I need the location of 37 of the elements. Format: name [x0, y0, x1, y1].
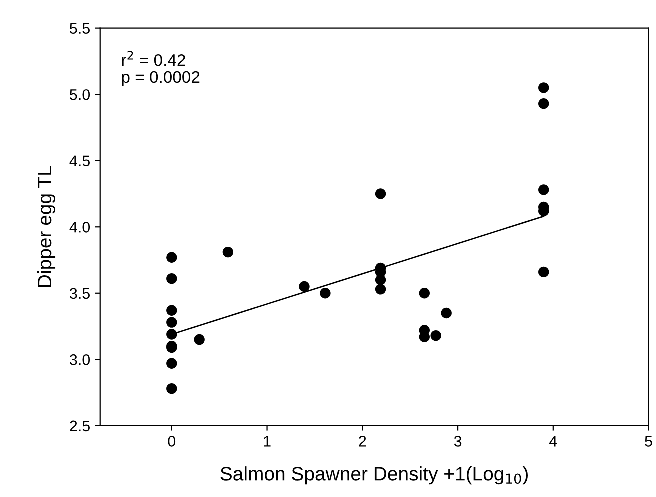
x-tick-label: 1	[264, 436, 271, 447]
point	[538, 82, 550, 94]
point	[375, 274, 386, 286]
x-axis-title: Salmon Spawner Density +1(Log$_{10}$)	[220, 466, 528, 485]
point	[222, 246, 234, 258]
point	[375, 188, 386, 200]
x-tick-label: 5	[645, 436, 652, 447]
y-tick-label: 3.5	[70, 288, 90, 300]
annotation: r$^{2}$ = 0.42 p = 0.0002	[122, 51, 200, 86]
x-tick-label: 4	[550, 436, 558, 447]
point	[538, 184, 550, 196]
point	[375, 284, 386, 295]
point	[166, 305, 178, 316]
point	[194, 334, 205, 346]
point	[166, 273, 178, 284]
point	[441, 308, 452, 319]
point	[320, 288, 331, 299]
y-tick-label: 3.0	[70, 354, 90, 366]
x-tick-label: 2	[359, 436, 366, 447]
point	[166, 252, 178, 263]
point	[430, 330, 442, 342]
point	[538, 98, 550, 110]
point	[166, 329, 178, 340]
y-tick-label: 4.5	[70, 156, 90, 167]
point	[538, 266, 550, 278]
point	[419, 288, 430, 299]
point	[166, 358, 178, 369]
x-tick-label: 3	[454, 436, 462, 447]
x-tick-label: 0	[168, 436, 176, 447]
y-tick-label: 4.0	[70, 222, 90, 233]
y-tick-label: 5.5	[70, 23, 90, 34]
point	[299, 281, 310, 292]
point	[166, 383, 178, 394]
point	[166, 317, 178, 328]
y-tick-label: 2.5	[70, 420, 90, 432]
y-tick-label: 5.0	[70, 89, 90, 100]
y-axis-title: Dipper egg TL	[37, 166, 56, 287]
